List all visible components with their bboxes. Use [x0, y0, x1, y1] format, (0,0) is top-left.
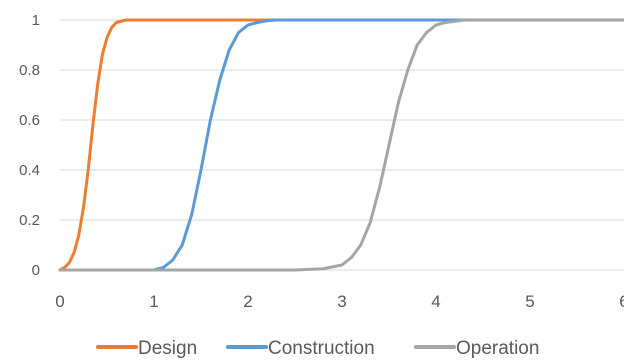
x-axis-ticks: 0 1 2 3 4 5 6 — [55, 292, 624, 311]
x-tick-label: 1 — [149, 292, 158, 311]
x-tick-label: 5 — [525, 292, 534, 311]
x-tick-label: 6 — [619, 292, 624, 311]
y-tick-label: 0.8 — [19, 62, 40, 79]
legend-label-operation: Operation — [456, 338, 539, 358]
x-tick-label: 0 — [55, 292, 64, 311]
x-tick-label: 4 — [431, 292, 440, 311]
series-line-design — [60, 20, 624, 270]
y-tick-label: 1 — [32, 12, 40, 29]
y-tick-label: 0 — [32, 262, 40, 279]
y-axis-ticks: 0 0.2 0.4 0.6 0.8 1 — [19, 12, 40, 279]
gridlines — [60, 20, 624, 270]
y-tick-label: 0.6 — [19, 112, 40, 129]
series-line-construction — [60, 20, 624, 270]
x-tick-label: 3 — [337, 292, 346, 311]
series-lines — [60, 20, 624, 270]
x-tick-label: 2 — [243, 292, 252, 311]
series-line-operation — [60, 20, 624, 270]
y-tick-label: 0.2 — [19, 212, 40, 229]
legend-label-construction: Construction — [268, 338, 375, 358]
legend-label-design: Design — [138, 338, 197, 358]
y-tick-label: 0.4 — [19, 162, 40, 179]
legend: Design Construction Operation — [98, 338, 539, 358]
